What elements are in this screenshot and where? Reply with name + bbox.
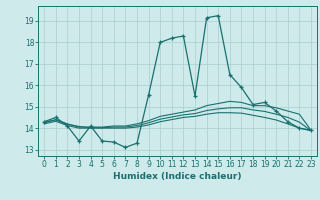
X-axis label: Humidex (Indice chaleur): Humidex (Indice chaleur) [113,172,242,181]
